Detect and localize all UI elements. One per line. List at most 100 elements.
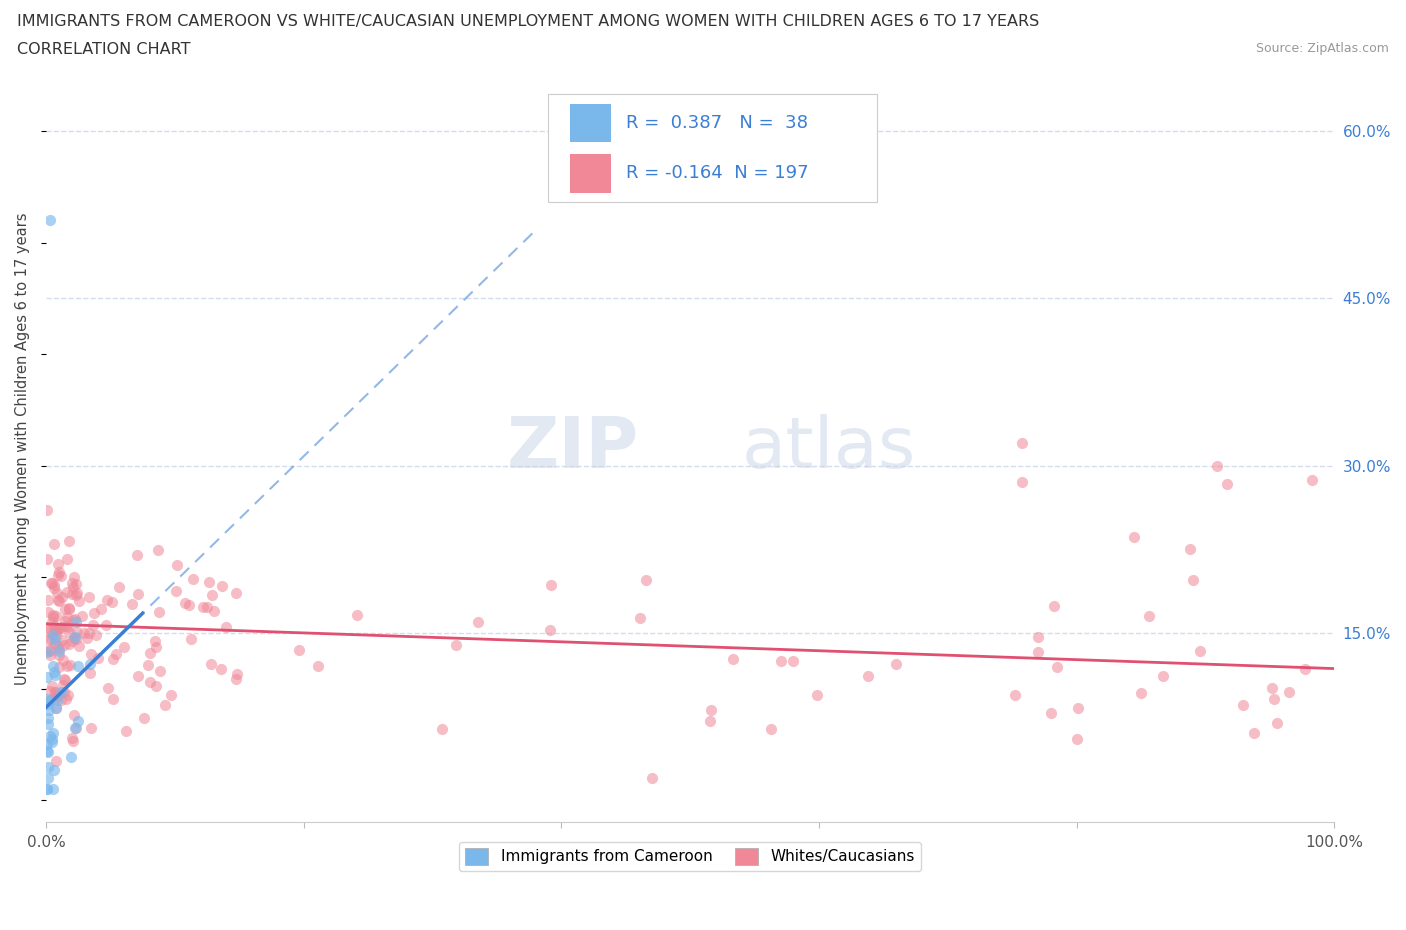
Point [134, 711, 156, 725]
Point [538, 622, 561, 637]
Point [41, 659, 63, 674]
Point [858, 668, 880, 683]
Point [58, 625, 80, 640]
Point [44, 578, 66, 592]
Point [45, 623, 67, 638]
Point [38, 213, 60, 228]
Point [65, 721, 87, 736]
Point [127, 587, 149, 602]
Point [37, 770, 59, 785]
Point [41, 626, 63, 641]
Point [48, 644, 70, 658]
Point [45, 690, 67, 705]
Point [49, 684, 72, 699]
Point [38, 702, 60, 717]
Point [198, 575, 221, 590]
Point [77, 626, 100, 641]
Point [759, 722, 782, 737]
Point [173, 596, 195, 611]
Point [37, 624, 59, 639]
Point [45, 753, 67, 768]
Point [180, 632, 202, 647]
Point [67, 593, 90, 608]
Point [346, 607, 368, 622]
Point [56, 619, 79, 634]
Point [65, 631, 87, 646]
Point [46, 556, 69, 571]
Point [37, 745, 59, 760]
Point [1129, 685, 1152, 700]
Point [127, 669, 149, 684]
Point [39, 693, 62, 708]
Point [45, 700, 67, 715]
Point [37, 669, 59, 684]
Point [56, 551, 79, 566]
Point [209, 661, 232, 676]
Point [41, 607, 63, 622]
Point [51, 632, 73, 647]
Point [48, 639, 70, 654]
Point [628, 611, 651, 626]
Point [56, 687, 79, 702]
Point [1261, 680, 1284, 695]
Point [37, 620, 59, 635]
Point [41, 735, 63, 750]
Point [1278, 684, 1301, 699]
Point [37, 604, 59, 619]
Point [1243, 725, 1265, 740]
Point [288, 642, 311, 657]
Point [52, 652, 75, 667]
Point [59, 750, 82, 764]
Point [37, 760, 59, 775]
Point [42, 610, 65, 625]
Point [165, 583, 187, 598]
Point [48, 642, 70, 657]
Point [699, 703, 721, 718]
Point [806, 687, 828, 702]
Point [201, 588, 224, 603]
Point [226, 667, 249, 682]
Point [145, 640, 167, 655]
Point [55, 618, 77, 633]
Point [52, 684, 75, 699]
Point [1301, 472, 1323, 487]
Point [51, 619, 73, 634]
Point [39, 644, 62, 658]
Point [48, 648, 70, 663]
Point [37, 645, 59, 660]
Point [83, 605, 105, 620]
Point [37, 781, 59, 796]
Point [181, 572, 204, 587]
Point [66, 658, 89, 673]
Point [37, 711, 59, 725]
Text: atlas: atlas [741, 415, 915, 484]
Text: R =  0.387   N =  38: R = 0.387 N = 38 [626, 114, 807, 132]
Point [62, 733, 84, 748]
Point [44, 622, 66, 637]
Point [101, 652, 124, 667]
Point [51, 590, 73, 604]
Point [215, 619, 238, 634]
Point [44, 685, 66, 700]
Point [82, 618, 104, 632]
Point [37, 691, 59, 706]
Point [446, 637, 468, 652]
Point [149, 664, 172, 679]
Point [1137, 608, 1160, 623]
Point [202, 604, 225, 618]
Point [37, 551, 59, 566]
Text: CORRELATION CHART: CORRELATION CHART [17, 42, 190, 57]
Point [39, 576, 62, 591]
Point [58, 601, 80, 616]
Point [143, 633, 166, 648]
Point [56, 584, 79, 599]
Point [46, 622, 69, 637]
Point [42, 665, 65, 680]
Point [48, 621, 70, 636]
Point [46, 568, 69, 583]
Point [72, 608, 94, 623]
Point [44, 684, 66, 699]
Point [80, 721, 103, 736]
Point [1011, 436, 1033, 451]
Point [48, 660, 70, 675]
